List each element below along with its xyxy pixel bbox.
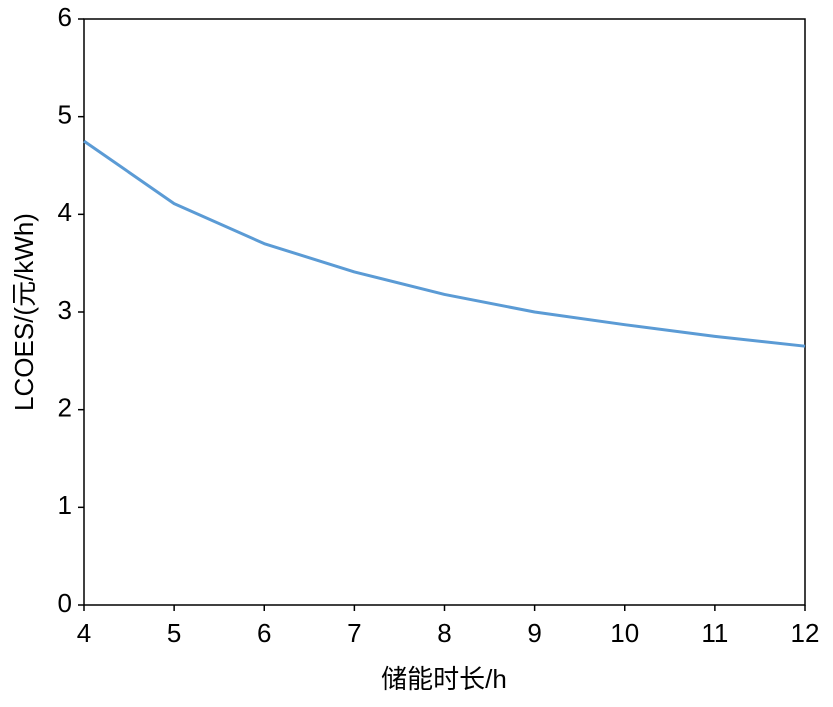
line-series	[83, 139, 806, 348]
x-tick-label: 6	[257, 618, 271, 648]
y-tick-label: 0	[58, 588, 72, 618]
x-tick-label: 4	[77, 618, 91, 648]
x-axis-label: 储能时长/h	[381, 664, 507, 694]
x-tick-label: 5	[167, 618, 181, 648]
y-tick-label: 3	[58, 295, 72, 325]
x-tick-label: 10	[610, 618, 639, 648]
y-tick-label: 1	[58, 490, 72, 520]
y-tick-label: 2	[58, 393, 72, 423]
y-tick-label: 6	[58, 2, 72, 32]
y-tick-label: 4	[58, 197, 72, 227]
x-tick-label: 11	[701, 618, 728, 648]
x-tick-label: 12	[791, 618, 820, 648]
y-axis-label: LCOES/(元/kWh)	[9, 213, 39, 411]
x-tick-label: 8	[437, 618, 451, 648]
y-tick-label: 5	[58, 100, 72, 130]
plot-frame	[83, 18, 806, 606]
x-tick-label: 7	[347, 618, 361, 648]
x-tick-label: 9	[527, 618, 541, 648]
